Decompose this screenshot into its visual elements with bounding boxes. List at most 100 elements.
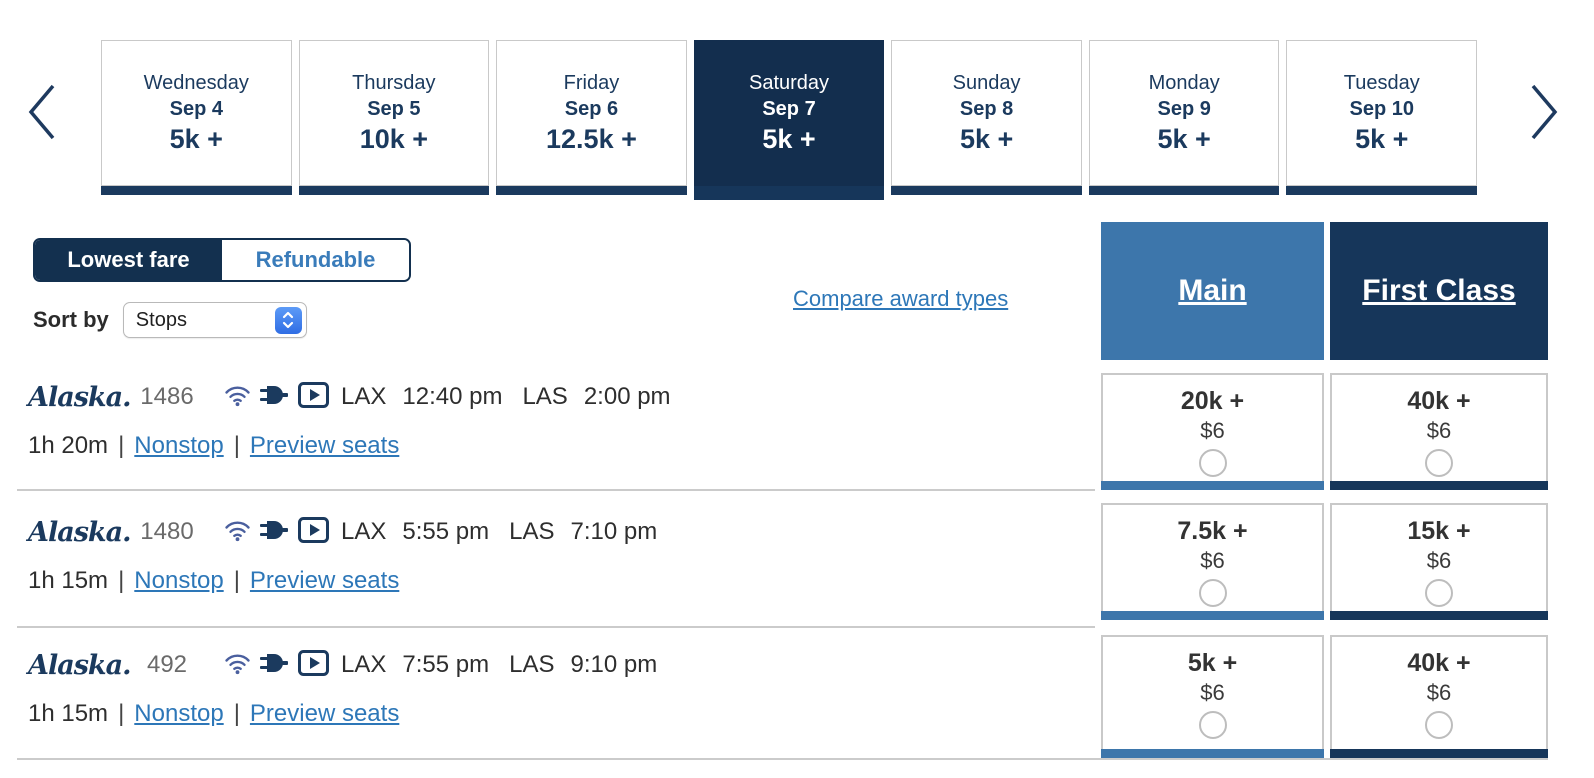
- flight-number: 1480: [140, 518, 194, 545]
- power-icon: [260, 651, 289, 680]
- alaska-airlines-logo: Alaska.: [28, 516, 132, 548]
- flight-info: Alaska. 1486 LAX 12:40 pm LAS 2:00 pm 1h…: [28, 380, 691, 462]
- fare-tax: $6: [1426, 418, 1452, 443]
- tile-price-label: 10k +: [359, 123, 429, 154]
- date-tile-sep7-selected[interactable]: Saturday Sep 7 5k +: [693, 40, 885, 200]
- row-divider: [17, 489, 1095, 491]
- date-tile-sep5[interactable]: Thursday Sep 5 10k +: [298, 40, 490, 200]
- row-divider: [17, 626, 1095, 628]
- tile-price-label: 5k +: [1355, 123, 1409, 154]
- tile-underline-bar: [298, 186, 490, 195]
- separator: |: [118, 567, 125, 594]
- main-fare-cell[interactable]: 20k + $6: [1101, 373, 1324, 490]
- fare-radio[interactable]: [1198, 711, 1227, 739]
- chevron-left-icon: [23, 84, 61, 145]
- first-class-fare-cell[interactable]: 40k + $6: [1330, 635, 1548, 758]
- first-class-fare-cell[interactable]: 15k + $6: [1330, 503, 1548, 620]
- flight-info: Alaska. 1480 LAX 5:55 pm LAS 7:10 pm 1h …: [28, 515, 677, 597]
- date-tile-strip: Wednesday Sep 4 5k + Thursday Sep 5 10k …: [101, 40, 1478, 200]
- refundable-tab[interactable]: Refundable: [222, 240, 409, 280]
- date-tile-sep10[interactable]: Tuesday Sep 10 5k +: [1286, 40, 1478, 200]
- arrival-time: 2:00 pm: [583, 383, 671, 410]
- power-icon: [260, 518, 289, 547]
- separator: |: [233, 432, 240, 459]
- tile-price-label: 5k +: [169, 123, 223, 154]
- tile-date-label: Sep 10: [1349, 97, 1414, 120]
- destination-airport: LAS: [509, 518, 555, 545]
- cell-accent-bar: [1330, 481, 1548, 490]
- date-tile-sep4[interactable]: Wednesday Sep 4 5k +: [101, 40, 292, 200]
- fare-radio[interactable]: [1198, 579, 1227, 607]
- fare-miles: 40k +: [1407, 387, 1471, 415]
- main-fare-cell[interactable]: 5k + $6: [1101, 635, 1324, 758]
- main-column-header[interactable]: Main: [1101, 222, 1324, 360]
- amenities: [224, 516, 329, 548]
- main-fare-cell[interactable]: 7.5k + $6: [1101, 503, 1324, 620]
- alaska-airlines-logo: Alaska.: [28, 381, 132, 413]
- nonstop-link[interactable]: Nonstop: [134, 567, 224, 594]
- select-stepper-icon: [274, 306, 302, 334]
- tile-underline-bar: [693, 186, 885, 200]
- flight-row: Alaska. 1486 LAX 12:40 pm LAS 2:00 pm 1h…: [0, 362, 1594, 491]
- preview-seats-link[interactable]: Preview seats: [249, 700, 400, 727]
- tile-date-label: Sep 6: [564, 97, 619, 120]
- departure-time: 5:55 pm: [402, 518, 490, 545]
- date-tile-sep6[interactable]: Friday Sep 6 12.5k +: [496, 40, 687, 200]
- tile-underline-bar: [101, 186, 292, 195]
- origin-airport: LAX: [341, 651, 387, 678]
- cell-accent-bar: [1101, 481, 1324, 490]
- fare-tax: $6: [1426, 548, 1452, 573]
- row-divider: [17, 758, 1548, 760]
- arrival-time: 9:10 pm: [570, 651, 658, 678]
- preview-seats-link[interactable]: Preview seats: [249, 432, 400, 459]
- first-class-column-header[interactable]: First Class: [1330, 222, 1548, 360]
- tile-day-label: Sunday: [952, 71, 1021, 94]
- sort-select[interactable]: Stops: [122, 302, 307, 338]
- next-dates-button[interactable]: [1522, 82, 1566, 144]
- first-class-fare-cell[interactable]: 40k + $6: [1330, 373, 1548, 490]
- cell-accent-bar: [1330, 749, 1548, 758]
- tile-price-label: 5k +: [762, 123, 816, 154]
- destination-airport: LAS: [522, 383, 568, 410]
- fare-radio[interactable]: [1425, 711, 1453, 739]
- origin-airport: LAX: [341, 518, 387, 545]
- nonstop-link[interactable]: Nonstop: [134, 432, 224, 459]
- flight-row: Alaska. 492 LAX 7:55 pm LAS 9:10 pm 1h 1…: [0, 628, 1594, 760]
- sort-row: Sort by Stops: [33, 302, 307, 338]
- cell-accent-bar: [1101, 749, 1324, 758]
- compare-award-types-link[interactable]: Compare award types: [793, 286, 1009, 311]
- flight-duration: 1h 20m: [28, 432, 109, 459]
- fare-miles: 20k +: [1180, 387, 1245, 415]
- tile-day-label: Wednesday: [143, 71, 249, 94]
- tile-underline-bar: [1088, 186, 1280, 195]
- tile-price-label: 12.5k +: [546, 123, 637, 154]
- lowest-fare-tab[interactable]: Lowest fare: [35, 240, 222, 280]
- nonstop-link[interactable]: Nonstop: [134, 700, 224, 727]
- separator: |: [233, 567, 240, 594]
- wifi-icon: [224, 651, 251, 680]
- prev-dates-button[interactable]: [20, 82, 64, 144]
- arrival-time: 7:10 pm: [570, 518, 658, 545]
- fare-miles: 7.5k +: [1177, 517, 1248, 545]
- tile-price-label: 5k +: [959, 123, 1014, 154]
- cell-accent-bar: [1330, 611, 1548, 620]
- tile-date-label: Sep 8: [959, 97, 1014, 120]
- separator: |: [233, 700, 240, 727]
- amenities: [224, 649, 329, 681]
- fare-radio[interactable]: [1425, 449, 1453, 477]
- fare-radio[interactable]: [1425, 579, 1453, 607]
- tile-underline-bar: [1286, 186, 1478, 195]
- date-tile-sep9[interactable]: Monday Sep 9 5k +: [1088, 40, 1280, 200]
- departure-time: 12:40 pm: [402, 383, 503, 410]
- fare-radio[interactable]: [1198, 449, 1227, 477]
- fare-tax: $6: [1200, 418, 1225, 443]
- tile-date-label: Sep 9: [1157, 97, 1211, 120]
- tile-day-label: Saturday: [748, 71, 830, 94]
- date-tile-sep8[interactable]: Sunday Sep 8 5k +: [891, 40, 1082, 200]
- preview-seats-link[interactable]: Preview seats: [249, 567, 400, 594]
- alaska-airlines-logo: Alaska.: [28, 649, 132, 681]
- departure-time: 7:55 pm: [402, 651, 490, 678]
- tile-day-label: Thursday: [352, 71, 436, 94]
- fare-tax: $6: [1200, 548, 1225, 573]
- wifi-icon: [224, 518, 251, 547]
